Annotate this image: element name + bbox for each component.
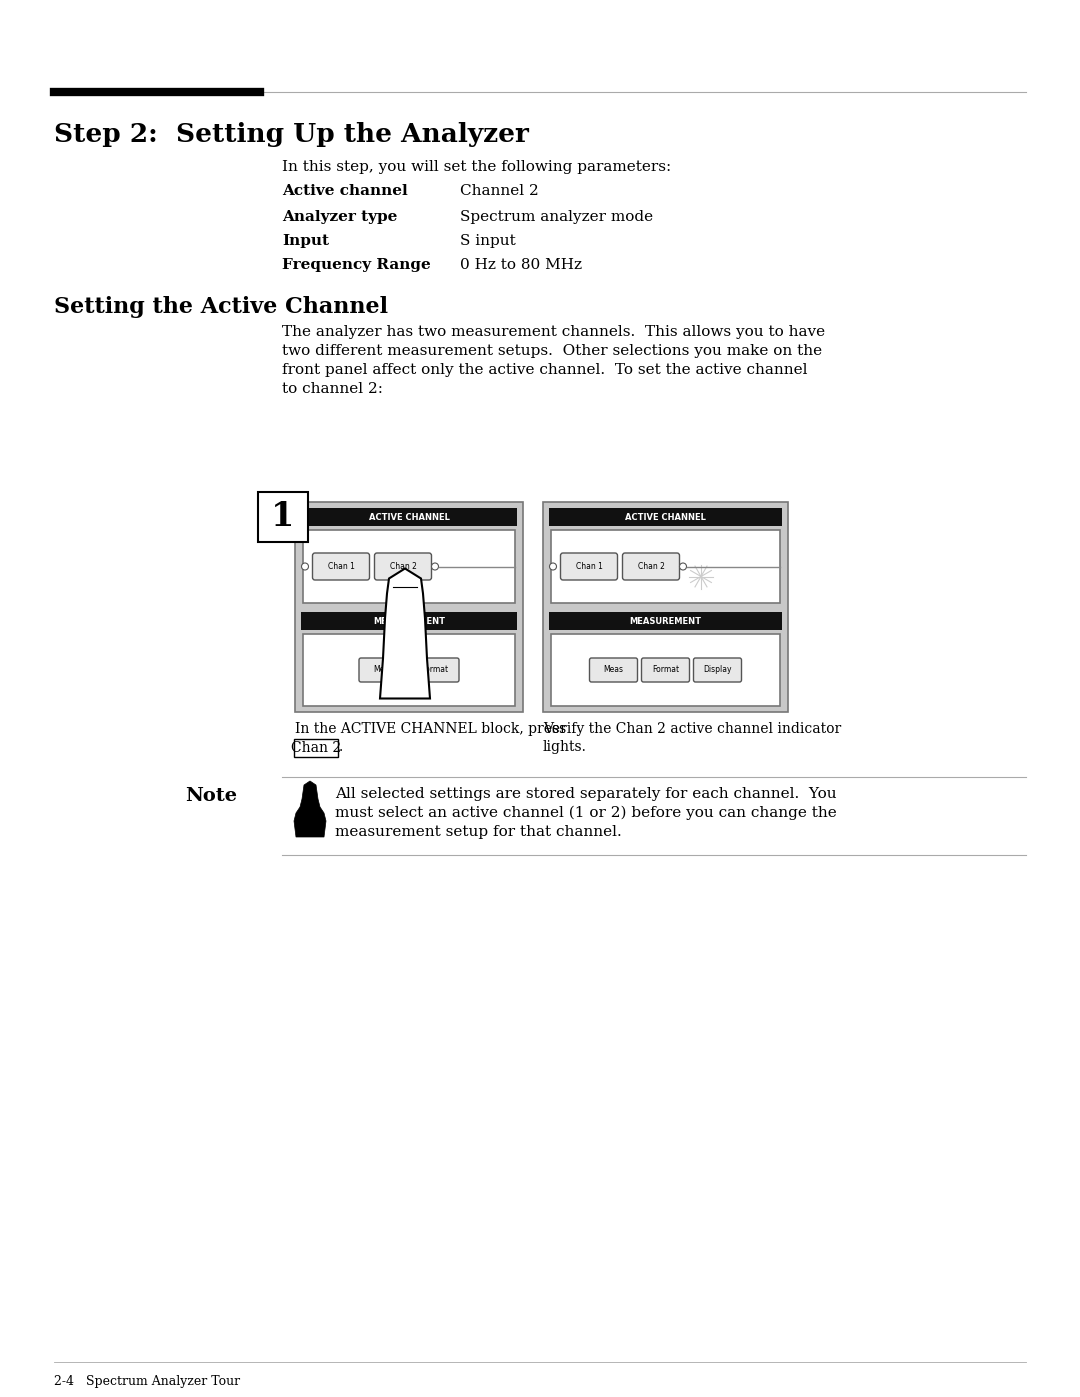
Bar <box>551 529 780 604</box>
Text: to channel 2:: to channel 2: <box>282 381 383 395</box>
Bar <box>258 492 308 542</box>
Text: 2-4   Spectrum Analyzer Tour: 2-4 Spectrum Analyzer Tour <box>54 1375 240 1389</box>
Text: Format: Format <box>421 665 448 675</box>
Polygon shape <box>380 569 430 698</box>
Text: In this step, you will set the following parameters:: In this step, you will set the following… <box>282 161 672 175</box>
Circle shape <box>301 563 309 570</box>
Text: Meas: Meas <box>373 665 393 675</box>
FancyBboxPatch shape <box>411 658 459 682</box>
Bar <box>301 509 517 527</box>
Text: Chan 2: Chan 2 <box>291 740 341 754</box>
Text: Verify the Chan 2 active channel indicator: Verify the Chan 2 active channel indicat… <box>543 722 841 736</box>
FancyBboxPatch shape <box>359 658 407 682</box>
Circle shape <box>679 563 687 570</box>
Text: Setting the Active Channel: Setting the Active Channel <box>54 296 388 319</box>
Text: Active channel: Active channel <box>282 184 408 198</box>
Text: Spectrum analyzer mode: Spectrum analyzer mode <box>460 210 653 224</box>
Text: All selected settings are stored separately for each channel.  You: All selected settings are stored separat… <box>335 787 837 800</box>
Bar <box>303 634 515 705</box>
Text: The analyzer has two measurement channels.  This allows you to have: The analyzer has two measurement channel… <box>282 326 825 339</box>
Polygon shape <box>294 781 326 837</box>
Text: Note: Note <box>185 787 237 805</box>
Bar <box>549 509 782 527</box>
Text: Step 2:  Setting Up the Analyzer: Step 2: Setting Up the Analyzer <box>54 122 529 147</box>
FancyBboxPatch shape <box>590 658 637 682</box>
Text: Channel 2: Channel 2 <box>460 184 539 198</box>
Text: Format: Format <box>652 665 679 675</box>
Text: Chan 1: Chan 1 <box>576 562 603 571</box>
Text: Chan 2: Chan 2 <box>637 562 664 571</box>
Text: two different measurement setups.  Other selections you make on the: two different measurement setups. Other … <box>282 344 822 358</box>
Text: 0 Hz to 80 MHz: 0 Hz to 80 MHz <box>460 258 582 272</box>
Text: front panel affect only the active channel.  To set the active channel: front panel affect only the active chann… <box>282 363 808 377</box>
Text: MEASUREMENT: MEASUREMENT <box>373 616 445 626</box>
Bar <box>549 612 782 630</box>
Text: Chan 1: Chan 1 <box>327 562 354 571</box>
Text: Display: Display <box>703 665 732 675</box>
Text: Frequency Range: Frequency Range <box>282 258 431 272</box>
Text: ACTIVE CHANNEL: ACTIVE CHANNEL <box>625 513 706 521</box>
Text: Input: Input <box>282 235 329 249</box>
Bar <box>295 502 523 712</box>
FancyBboxPatch shape <box>693 658 742 682</box>
Text: In the ACTIVE CHANNEL block, press: In the ACTIVE CHANNEL block, press <box>295 722 566 736</box>
Bar <box>301 612 517 630</box>
Bar <box>551 634 780 705</box>
Text: 1: 1 <box>271 500 295 534</box>
Circle shape <box>432 563 438 570</box>
Text: lights.: lights. <box>543 740 586 754</box>
Text: Chan 2: Chan 2 <box>390 562 417 571</box>
Text: measurement setup for that channel.: measurement setup for that channel. <box>335 826 622 840</box>
FancyBboxPatch shape <box>642 658 689 682</box>
Text: ACTIVE CHANNEL: ACTIVE CHANNEL <box>368 513 449 521</box>
Text: must select an active channel (1 or 2) before you can change the: must select an active channel (1 or 2) b… <box>335 806 837 820</box>
Bar <box>303 529 515 604</box>
Text: Analyzer type: Analyzer type <box>282 210 397 224</box>
FancyBboxPatch shape <box>561 553 618 580</box>
Text: S input: S input <box>460 235 516 249</box>
Text: .: . <box>339 740 343 754</box>
Circle shape <box>550 563 556 570</box>
FancyBboxPatch shape <box>375 553 432 580</box>
Text: MEASUREMENT: MEASUREMENT <box>630 616 702 626</box>
FancyBboxPatch shape <box>622 553 679 580</box>
Text: Meas: Meas <box>604 665 623 675</box>
Bar <box>543 502 788 712</box>
FancyBboxPatch shape <box>312 553 369 580</box>
